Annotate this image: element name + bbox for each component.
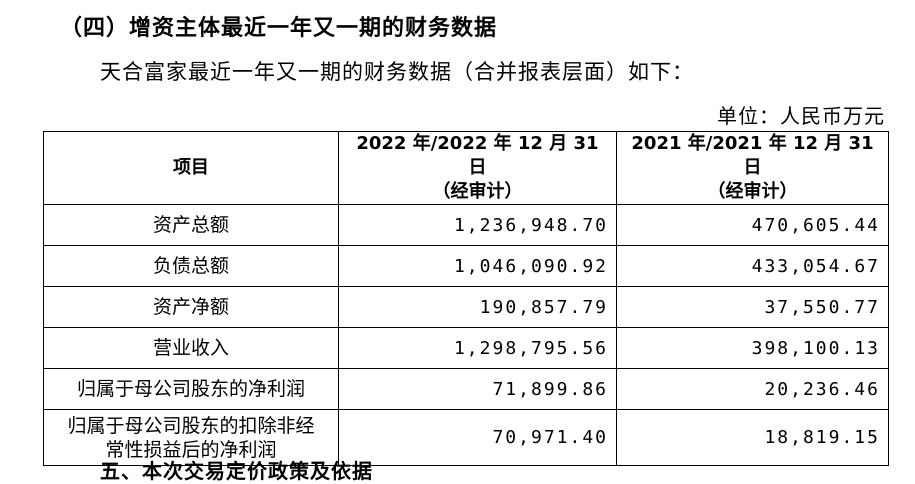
value-2021: 18,819.15 [616, 409, 889, 466]
financial-data-table: 项目 2022 年/2022 年 12 月 31 日 （经审计） 2021 年/… [43, 131, 889, 466]
value-2021: 398,100.13 [616, 327, 889, 369]
table-row: 归属于母公司股东的净利润 71,899.86 20,236.46 [43, 368, 889, 410]
next-section-heading-cutoff: 五、本次交易定价政策及依据 [100, 459, 373, 483]
value-2021: 433,054.67 [616, 245, 889, 287]
table-row: 资产总额 1,236,948.70 470,605.44 [43, 204, 889, 246]
value-2022: 70,971.40 [337, 409, 618, 466]
value-2021: 20,236.46 [616, 368, 889, 410]
header-2022: 2022 年/2022 年 12 月 31 日 （经审计） [337, 131, 618, 205]
value-2022: 71,899.86 [337, 368, 618, 410]
section-heading: （四）增资主体最近一年又一期的财务数据 [60, 16, 498, 41]
value-2021: 37,550.77 [616, 286, 889, 328]
table-row: 负债总额 1,046,090.92 433,054.67 [43, 245, 889, 287]
table-row: 营业收入 1,298,795.56 398,100.13 [43, 327, 889, 369]
value-2022: 1,298,795.56 [337, 327, 618, 369]
value-2022: 1,236,948.70 [337, 204, 618, 246]
row-label: 资产总额 [43, 204, 339, 246]
table-row: 归属于母公司股东的扣除非经 常性损益后的净利润 70,971.40 18,819… [43, 409, 889, 466]
intro-paragraph: 天合富家最近一年又一期的财务数据（合并报表层面）如下： [100, 60, 694, 84]
table-header-row: 项目 2022 年/2022 年 12 月 31 日 （经审计） 2021 年/… [43, 131, 889, 205]
row-label: 归属于母公司股东的净利润 [43, 368, 339, 410]
header-2021: 2021 年/2021 年 12 月 31 日 （经审计） [616, 131, 889, 205]
row-label: 负债总额 [43, 245, 339, 287]
value-2022: 1,046,090.92 [337, 245, 618, 287]
row-label: 归属于母公司股东的扣除非经 常性损益后的净利润 [43, 409, 339, 466]
table-row: 资产净额 190,857.79 37,550.77 [43, 286, 889, 328]
value-2022: 190,857.79 [337, 286, 618, 328]
value-2021: 470,605.44 [616, 204, 889, 246]
unit-label: 单位：人民币万元 [717, 104, 885, 128]
header-item: 项目 [43, 131, 339, 205]
row-label: 资产净额 [43, 286, 339, 328]
row-label: 营业收入 [43, 327, 339, 369]
